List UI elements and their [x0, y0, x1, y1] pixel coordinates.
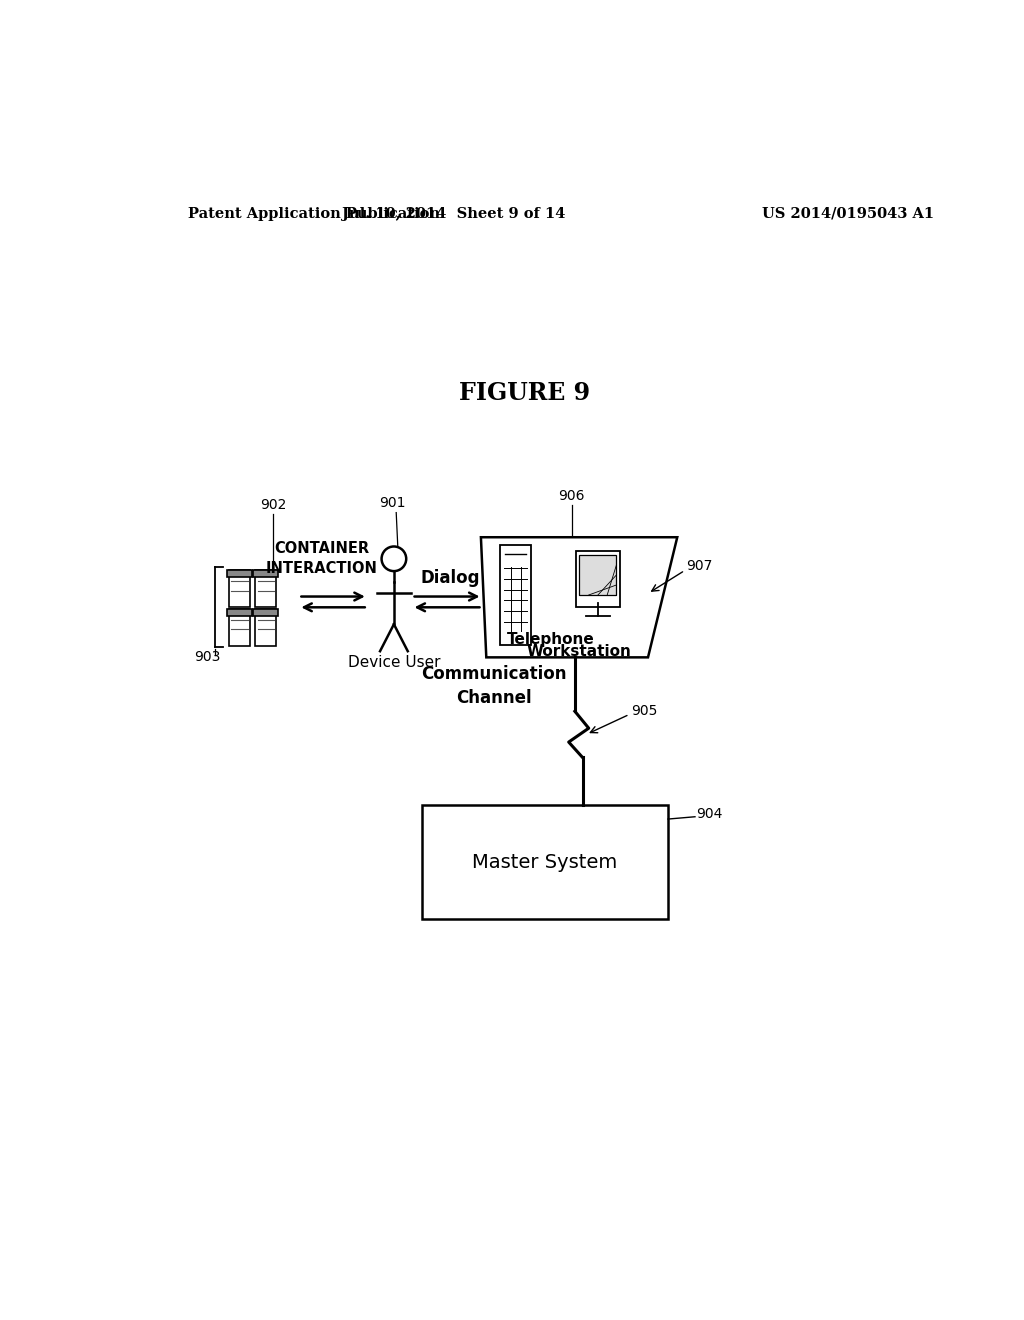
Text: Master System: Master System: [472, 853, 617, 871]
Bar: [422, 805, 668, 919]
Bar: [229, 609, 250, 645]
Bar: [255, 570, 276, 607]
Text: FIGURE 9: FIGURE 9: [459, 381, 591, 405]
Text: 906: 906: [558, 488, 585, 503]
Bar: [226, 570, 252, 577]
Bar: [229, 570, 250, 607]
Bar: [226, 609, 252, 615]
Text: 904: 904: [696, 808, 723, 821]
Bar: [500, 545, 531, 645]
Text: 907: 907: [686, 560, 713, 573]
Text: CONTAINER
INTERACTION: CONTAINER INTERACTION: [265, 541, 378, 577]
Text: 901: 901: [379, 496, 406, 511]
Text: 902: 902: [260, 498, 286, 512]
Text: Jul. 10, 2014  Sheet 9 of 14: Jul. 10, 2014 Sheet 9 of 14: [342, 207, 565, 220]
Bar: [575, 552, 621, 607]
Text: Patent Application Publication: Patent Application Publication: [188, 207, 440, 220]
Text: Workstation: Workstation: [526, 644, 631, 659]
Bar: [253, 609, 279, 615]
Text: Communication
Channel: Communication Channel: [421, 665, 566, 706]
Text: Dialog: Dialog: [421, 569, 480, 587]
Text: US 2014/0195043 A1: US 2014/0195043 A1: [762, 207, 934, 220]
Bar: [255, 609, 276, 645]
Text: 905: 905: [631, 705, 657, 718]
Bar: [253, 570, 279, 577]
Text: 903: 903: [195, 651, 221, 664]
Text: Device User: Device User: [348, 655, 440, 671]
Text: Telephone: Telephone: [507, 632, 595, 647]
Bar: [580, 554, 616, 595]
